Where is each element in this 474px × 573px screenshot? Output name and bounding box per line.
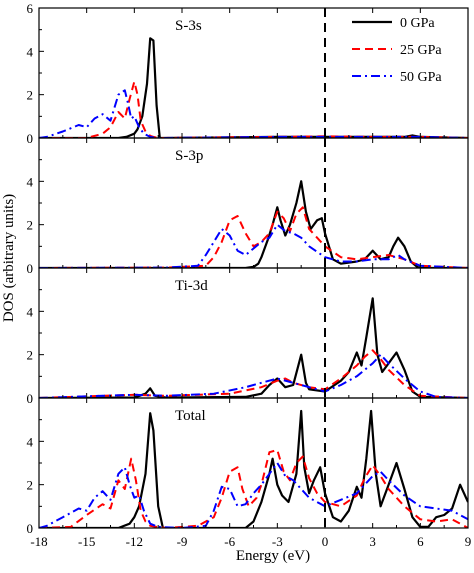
panel-label: S-3p bbox=[175, 148, 203, 164]
y-tick-label: 4 bbox=[27, 304, 34, 319]
series-line-50-gpa bbox=[39, 89, 468, 138]
x-tick-label: 3 bbox=[369, 534, 376, 549]
series-line-0-gpa bbox=[39, 180, 468, 268]
series-line-25-gpa bbox=[39, 449, 468, 528]
series-line-25-gpa bbox=[39, 349, 468, 398]
x-axis: -18 -15 -12 -9 -6 -3 0 3 6 9 bbox=[30, 534, 471, 549]
panel-ti-3d: 0 2 4 Ti-3d bbox=[27, 267, 469, 406]
panel-total: 0 2 4 Total bbox=[27, 397, 469, 536]
x-tick-label: -3 bbox=[272, 534, 283, 549]
x-tick-label: -6 bbox=[224, 534, 235, 549]
panel-frame bbox=[38, 267, 469, 399]
y-tick-label: 0 bbox=[27, 261, 34, 276]
series-line-0-gpa bbox=[39, 409, 468, 528]
y-axis-label: DOS (arbitrary units) bbox=[1, 194, 17, 322]
series-line-25-gpa bbox=[39, 80, 468, 138]
series-group bbox=[39, 180, 468, 268]
series-group bbox=[39, 409, 468, 528]
panel-frame bbox=[38, 397, 469, 529]
y-tick-label: 6 bbox=[27, 1, 34, 16]
y-tick-label: 4 bbox=[27, 434, 34, 449]
x-tick-label: -18 bbox=[30, 534, 47, 549]
series-group bbox=[39, 297, 468, 398]
panels-group: 0 2 4 6 S-3s 0 2 4 S-3p 0 2 4 Ti-3d 0 2 4 Total bbox=[27, 1, 469, 536]
series-line-50-gpa bbox=[39, 353, 468, 398]
series-line-25-gpa bbox=[39, 206, 468, 268]
panel-s-3p: 0 2 4 S-3p bbox=[27, 137, 469, 276]
x-tick-label: 0 bbox=[322, 534, 329, 549]
series-line-50-gpa bbox=[39, 462, 468, 528]
series-line-50-gpa bbox=[39, 223, 468, 268]
x-tick-label: -12 bbox=[126, 534, 143, 549]
y-tick-label: 2 bbox=[27, 88, 34, 103]
y-tick-label: 0 bbox=[27, 521, 34, 536]
legend: 0 GPa 25 GPa 50 GPa bbox=[352, 16, 442, 85]
y-tick-label: 2 bbox=[27, 348, 34, 363]
legend-label: 50 GPa bbox=[400, 70, 442, 85]
x-tick-label: -9 bbox=[177, 534, 188, 549]
panel-label: Ti-3d bbox=[175, 278, 208, 294]
legend-label: 25 GPa bbox=[400, 43, 442, 58]
x-tick-label: -15 bbox=[78, 534, 95, 549]
x-tick-label: 9 bbox=[465, 534, 472, 549]
x-axis-label: Energy (eV) bbox=[236, 548, 310, 564]
panel-label: Total bbox=[175, 408, 206, 424]
y-tick-label: 0 bbox=[27, 131, 34, 146]
y-tick-label: 4 bbox=[27, 44, 34, 59]
legend-label: 0 GPa bbox=[400, 16, 435, 31]
series-line-0-gpa bbox=[39, 297, 468, 398]
x-tick-label: 6 bbox=[417, 534, 424, 549]
y-tick-label: 2 bbox=[27, 478, 34, 493]
y-tick-label: 2 bbox=[27, 218, 34, 233]
y-tick-label: 0 bbox=[27, 391, 34, 406]
y-tick-label: 4 bbox=[27, 174, 34, 189]
panel-label: S-3s bbox=[175, 18, 202, 34]
